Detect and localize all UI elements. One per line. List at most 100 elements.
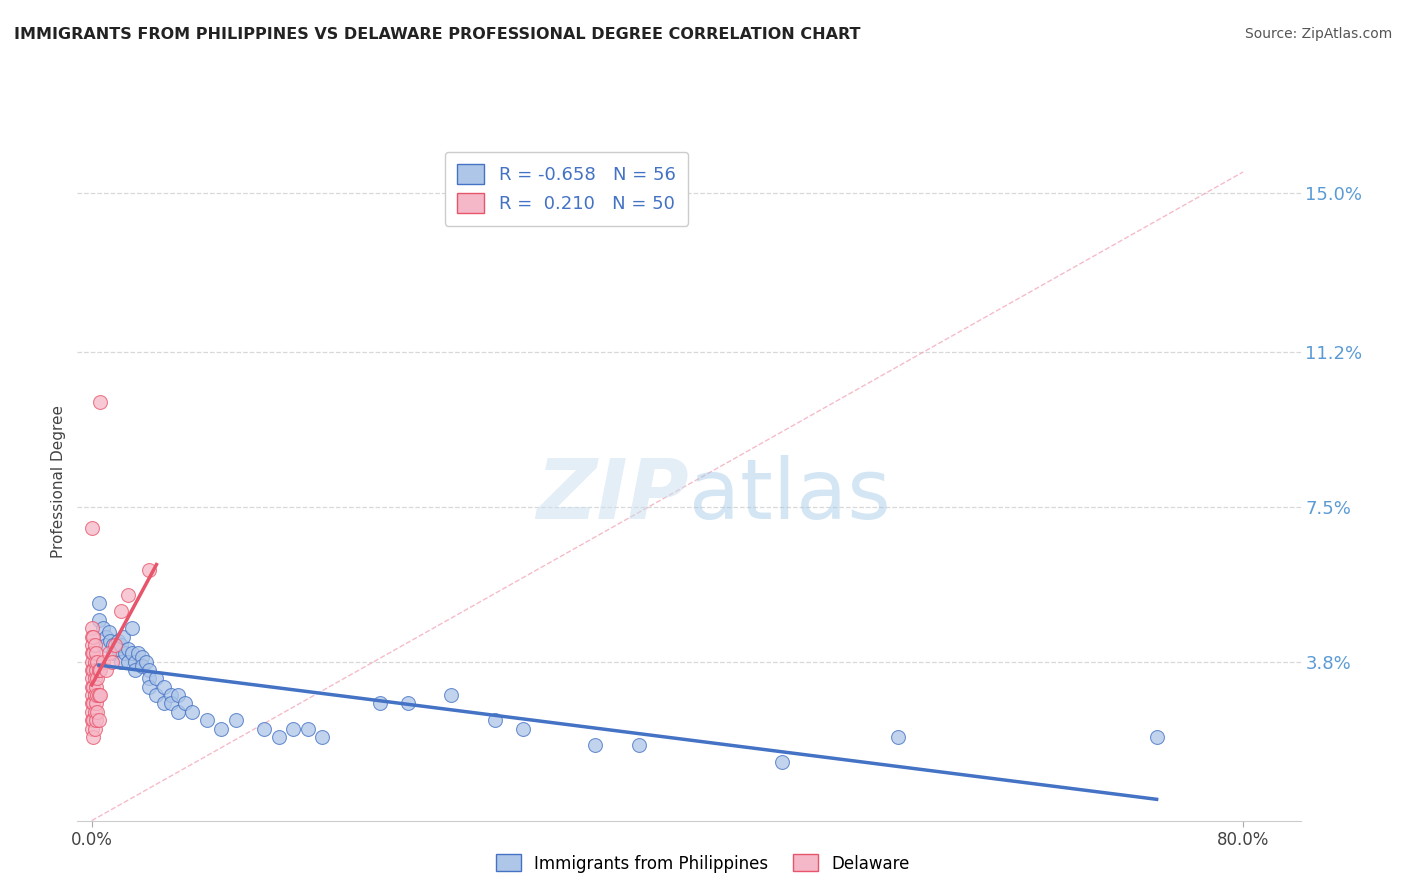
Point <box>225 713 247 727</box>
Point <box>86 688 108 702</box>
Point <box>583 739 606 753</box>
Point <box>87 613 110 627</box>
Point <box>94 630 117 644</box>
Point <box>86 655 108 669</box>
Point <box>86 705 108 719</box>
Point <box>103 638 125 652</box>
Point <box>83 688 105 702</box>
Point <box>87 663 110 677</box>
Point <box>80 680 103 694</box>
Text: Source: ZipAtlas.com: Source: ZipAtlas.com <box>1244 27 1392 41</box>
Point <box>104 638 127 652</box>
Point <box>209 722 232 736</box>
Point <box>84 713 107 727</box>
Point <box>124 663 146 677</box>
Point <box>121 621 143 635</box>
Point <box>82 713 104 727</box>
Point <box>82 730 104 744</box>
Point <box>138 671 160 685</box>
Point <box>131 658 153 673</box>
Point <box>152 680 174 694</box>
Point <box>80 646 103 660</box>
Point <box>1146 730 1168 744</box>
Point <box>110 604 132 618</box>
Point <box>103 646 125 660</box>
Point <box>117 655 139 669</box>
Point <box>80 705 103 719</box>
Point <box>167 688 190 702</box>
Point <box>87 688 110 702</box>
Point <box>80 663 103 677</box>
Point <box>83 638 105 652</box>
Point <box>114 646 136 660</box>
Legend: Immigrants from Philippines, Delaware: Immigrants from Philippines, Delaware <box>489 847 917 880</box>
Point <box>84 663 107 677</box>
Point <box>167 705 190 719</box>
Point <box>94 638 117 652</box>
Point <box>107 642 129 657</box>
Point <box>83 671 105 685</box>
Legend: R = -0.658   N = 56, R =  0.210   N = 50: R = -0.658 N = 56, R = 0.210 N = 50 <box>444 152 689 226</box>
Point <box>80 722 103 736</box>
Text: ZIP: ZIP <box>536 455 689 536</box>
Point <box>772 755 794 769</box>
Point <box>80 697 103 711</box>
Point <box>396 697 419 711</box>
Point <box>91 621 114 635</box>
Point <box>368 697 391 711</box>
Point <box>89 395 111 409</box>
Point <box>80 655 103 669</box>
Point <box>83 722 105 736</box>
Point <box>267 730 290 744</box>
Point <box>94 663 117 677</box>
Point <box>84 646 107 660</box>
Point <box>440 688 463 702</box>
Point <box>82 630 104 644</box>
Point <box>101 655 124 669</box>
Point <box>83 705 105 719</box>
Point <box>512 722 534 736</box>
Point <box>89 688 111 702</box>
Point <box>87 713 110 727</box>
Point <box>110 638 132 652</box>
Point <box>100 633 122 648</box>
Point <box>80 688 103 702</box>
Point <box>181 705 204 719</box>
Point <box>195 713 218 727</box>
Point <box>135 655 157 669</box>
Point <box>127 646 149 660</box>
Point <box>297 722 319 736</box>
Point <box>160 688 183 702</box>
Text: IMMIGRANTS FROM PHILIPPINES VS DELAWARE PROFESSIONAL DEGREE CORRELATION CHART: IMMIGRANTS FROM PHILIPPINES VS DELAWARE … <box>14 27 860 42</box>
Point <box>138 563 160 577</box>
Point <box>886 730 908 744</box>
Point <box>84 697 107 711</box>
Point <box>98 646 121 660</box>
Point <box>110 655 132 669</box>
Point <box>117 642 139 657</box>
Point <box>84 680 107 694</box>
Point <box>311 730 333 744</box>
Point <box>89 663 111 677</box>
Point <box>283 722 305 736</box>
Point <box>138 680 160 694</box>
Point <box>627 739 650 753</box>
Text: atlas: atlas <box>689 455 890 536</box>
Point <box>152 697 174 711</box>
Point <box>82 663 104 677</box>
Point <box>82 680 104 694</box>
Point <box>145 688 167 702</box>
Point <box>131 650 153 665</box>
Point <box>86 671 108 685</box>
Point <box>145 671 167 685</box>
Point <box>121 646 143 660</box>
Point <box>80 713 103 727</box>
Point <box>160 697 183 711</box>
Point <box>80 521 103 535</box>
Point <box>107 633 129 648</box>
Point <box>80 621 103 635</box>
Point <box>80 630 103 644</box>
Point <box>91 655 114 669</box>
Point <box>124 655 146 669</box>
Point <box>253 722 276 736</box>
